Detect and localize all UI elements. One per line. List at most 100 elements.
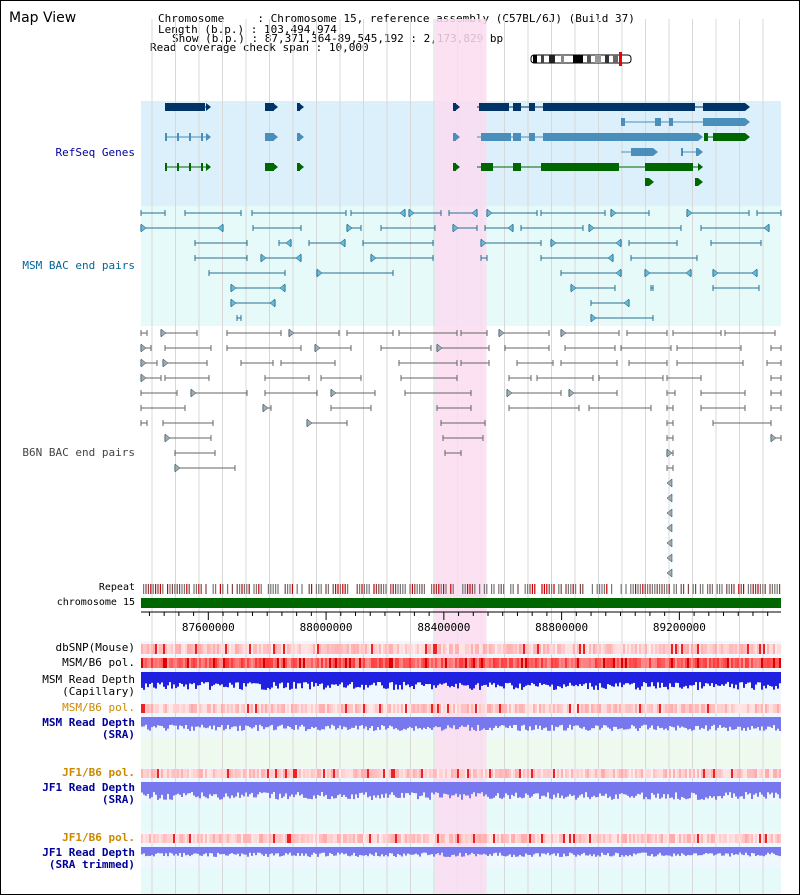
msm-capillary-depth-bar bbox=[263, 672, 265, 690]
jf1-sra-depth-bar bbox=[233, 782, 235, 798]
msm-b6-pol-heat bbox=[337, 658, 339, 668]
repeat-element bbox=[212, 584, 214, 594]
msm-depth-capillary-line1: MSM Read Depth bbox=[42, 673, 135, 686]
msm-b6-pol-heat bbox=[623, 658, 625, 668]
msm-b6-pol-heat bbox=[161, 658, 163, 668]
msm-sra-depth-bar bbox=[461, 717, 463, 726]
refseq-genes-track[interactable] bbox=[165, 103, 750, 186]
msm-b6-pol-2-heat bbox=[143, 704, 145, 713]
msm-b6-pol-heat bbox=[299, 658, 301, 668]
msm-b6-pol-2-heat bbox=[365, 704, 367, 713]
msm-capillary-depth-bar bbox=[317, 672, 319, 686]
dbsnp-heat bbox=[255, 644, 257, 654]
msm-b6-pol-heat bbox=[525, 658, 527, 668]
jf1-b6-pol-heat bbox=[705, 769, 707, 778]
repeat-track-label[interactable]: Repeat bbox=[98, 582, 135, 593]
msm-sra-depth-bar bbox=[691, 717, 693, 731]
jf1-b6-pol-heat bbox=[749, 769, 751, 778]
repeat-element bbox=[546, 584, 548, 594]
msm-capillary-depth-bar bbox=[425, 672, 427, 685]
jf1-trim-depth-bar bbox=[161, 847, 163, 854]
msm-bac-end-arrow bbox=[588, 223, 595, 233]
msm-b6-pol-heat bbox=[509, 658, 511, 668]
jf1-b6-pol-2-label[interactable]: JF1/B6 pol. bbox=[62, 831, 135, 844]
jf1-b6-pol-label[interactable]: JF1/B6 pol. bbox=[62, 766, 135, 779]
jf1-sra-depth-bar bbox=[521, 782, 523, 799]
msm-b6-pol-heat bbox=[723, 658, 725, 668]
jf1-depth-sra-label[interactable]: JF1 Read Depth (SRA) bbox=[1, 782, 135, 806]
msm-b6-pol-label[interactable]: MSM/B6 pol. bbox=[62, 656, 135, 669]
polymorphism-depth-tracks[interactable] bbox=[141, 644, 781, 857]
msm-depth-capillary-label[interactable]: MSM Read Depth (Capillary) bbox=[1, 674, 135, 698]
jf1-b6-pol-heat bbox=[193, 769, 195, 778]
jf1-trim-depth-bar bbox=[651, 847, 653, 855]
repeat-element bbox=[452, 584, 454, 594]
msm-capillary-depth-bar bbox=[451, 672, 453, 686]
jf1-b6-pol-heat bbox=[201, 769, 203, 778]
jf1-b6-pol-heat bbox=[723, 769, 725, 778]
jf1-b6-pol-heat bbox=[521, 769, 523, 778]
chromosome-track-label[interactable]: chromosome 15 bbox=[56, 597, 135, 608]
repeat-track[interactable] bbox=[143, 584, 781, 594]
repeat-element bbox=[709, 584, 711, 594]
msm-b6-pol-2-heat bbox=[695, 704, 697, 713]
msm-b6-pol-2-heat bbox=[655, 704, 657, 713]
dbsnp-heat bbox=[667, 644, 669, 654]
msm-sra-depth-bar bbox=[607, 717, 609, 728]
jf1-sra-depth-bar bbox=[263, 782, 265, 793]
msm-bac-track-label[interactable]: MSM BAC end pairs bbox=[22, 259, 135, 272]
repeat-element bbox=[186, 584, 188, 594]
chromosome-bar[interactable] bbox=[141, 598, 781, 608]
jf1-b6-pol-2-heat bbox=[457, 834, 459, 843]
dbsnp-label[interactable]: dbSNP(Mouse) bbox=[55, 641, 135, 654]
msm-b6-pol-2-heat bbox=[663, 704, 665, 713]
jf1-sra-depth-bar bbox=[401, 782, 403, 793]
jf1-b6-pol-heat bbox=[383, 769, 385, 778]
jf1-b6-pol-2-heat bbox=[713, 834, 715, 843]
jf1-trim-depth-bar bbox=[605, 847, 607, 856]
refseq-track-label[interactable]: RefSeq Genes bbox=[55, 146, 135, 159]
msm-capillary-depth-bar bbox=[455, 672, 457, 684]
msm-capillary-depth-bar bbox=[255, 672, 257, 684]
chromosome-ideogram[interactable] bbox=[530, 52, 632, 66]
jf1-b6-pol-2-heat bbox=[537, 834, 539, 843]
msm-sra-depth-bar bbox=[479, 717, 481, 731]
b6n-bac-track[interactable] bbox=[140, 328, 782, 578]
jf1-b6-pol-heat bbox=[257, 769, 259, 778]
jf1-b6-pol-heat bbox=[685, 769, 687, 778]
jf1-trim-depth-bar bbox=[181, 847, 183, 857]
msm-bac-track[interactable] bbox=[140, 208, 782, 323]
gene-arrow bbox=[745, 133, 750, 141]
msm-b6-pol-2-heat bbox=[383, 704, 385, 713]
msm-capillary-depth-bar bbox=[665, 672, 667, 687]
b6n-bac-track-label[interactable]: B6N BAC end pairs bbox=[22, 446, 135, 459]
msm-sra-depth-bar bbox=[221, 717, 223, 726]
msm-b6-pol-heat bbox=[353, 658, 355, 668]
repeat-element bbox=[342, 584, 344, 594]
jf1-depth-trimmed-label[interactable]: JF1 Read Depth (SRA trimmed) bbox=[1, 847, 135, 871]
jf1-b6-pol-2-heat bbox=[371, 834, 373, 843]
jf1-b6-pol-2-heat bbox=[335, 834, 337, 843]
msm-b6-pol-2-label[interactable]: MSM/B6 pol. bbox=[62, 701, 135, 714]
jf1-sra-depth-bar bbox=[421, 782, 423, 796]
repeat-element bbox=[668, 584, 670, 594]
msm-b6-pol-2-heat bbox=[231, 704, 233, 713]
gene-exon bbox=[541, 163, 619, 171]
selected-region[interactable] bbox=[435, 19, 487, 894]
msm-sra-depth-bar bbox=[747, 717, 749, 728]
jf1-trim-depth-bar bbox=[711, 847, 713, 854]
jf1-trim-depth-bar bbox=[469, 847, 471, 855]
jf1-b6-pol-heat bbox=[405, 769, 407, 778]
msm-sra-depth-bar bbox=[171, 717, 173, 725]
jf1-b6-pol-2-heat bbox=[203, 834, 205, 843]
msm-depth-sra-label[interactable]: MSM Read Depth (SRA) bbox=[1, 717, 135, 741]
jf1-trim-depth-bar bbox=[513, 847, 515, 855]
jf1-b6-pol-heat bbox=[775, 769, 777, 778]
msm-sra-depth-bar bbox=[623, 717, 625, 730]
dbsnp-heat bbox=[167, 644, 169, 654]
highlight-region[interactable] bbox=[435, 19, 487, 894]
b6n-bac-end-arrow bbox=[306, 418, 313, 428]
jf1-sra-depth-bar bbox=[275, 782, 277, 799]
msm-b6-pol-2-heat bbox=[669, 704, 671, 713]
